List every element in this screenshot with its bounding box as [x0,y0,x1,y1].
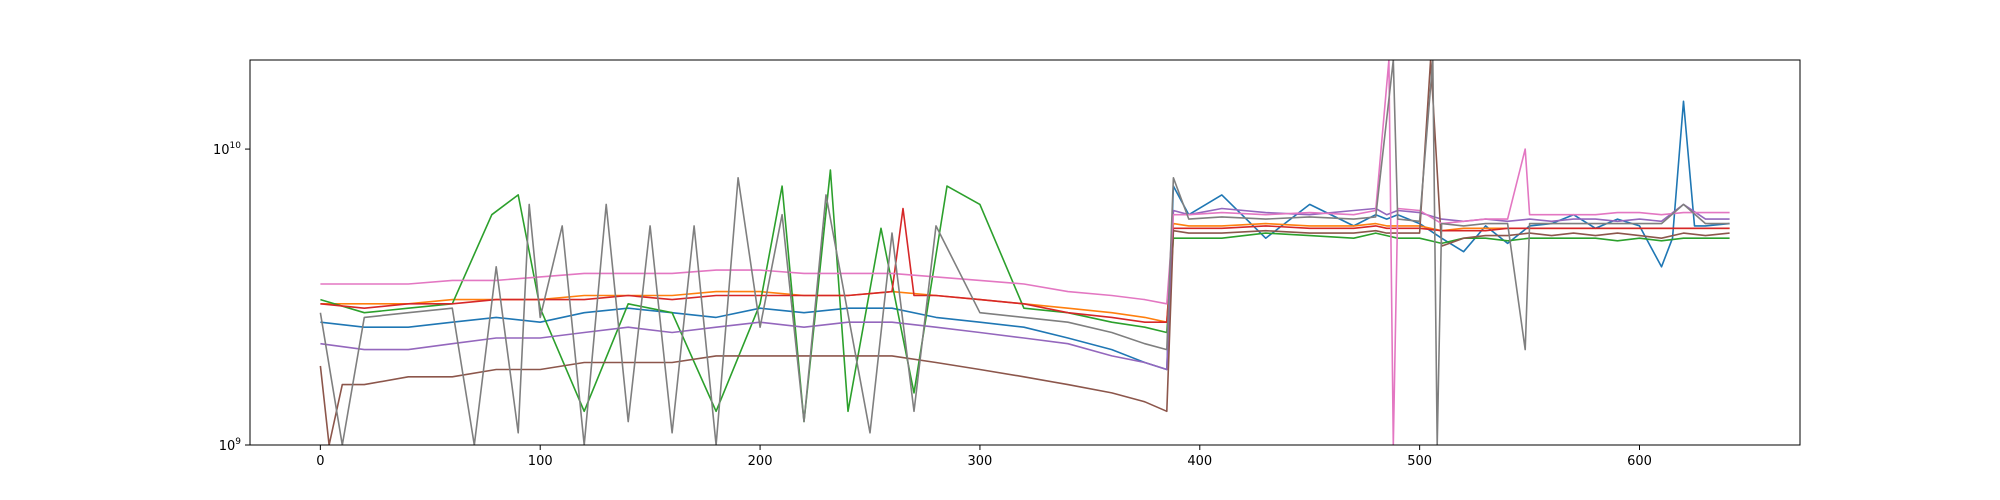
series-line-5 [319,60,1730,445]
series-layer [319,60,1730,445]
x-tick-label: 400 [1187,454,1212,469]
y-tick-base: 10 [213,143,230,158]
y-tick-label: 109 [219,437,242,454]
x-tick-label: 600 [1627,454,1652,469]
x-tick-label: 300 [968,454,993,469]
x-tick-label: 100 [528,454,553,469]
x-axis: 0 100 200 300 400 500 600 [316,445,1652,469]
series-line-7 [319,60,1730,445]
series-line-0 [320,100,1730,371]
y-tick-label: 1010 [213,141,241,158]
y-tick-exponent: 9 [235,437,241,447]
x-tick-label: 200 [748,454,773,469]
plot-area-frame [249,59,1801,446]
y-tick-base: 10 [219,439,236,454]
x-tick-label: 0 [316,454,324,469]
x-tick-label: 500 [1407,454,1432,469]
y-tick-exponent: 10 [230,141,242,151]
series-line-6 [320,60,1730,445]
